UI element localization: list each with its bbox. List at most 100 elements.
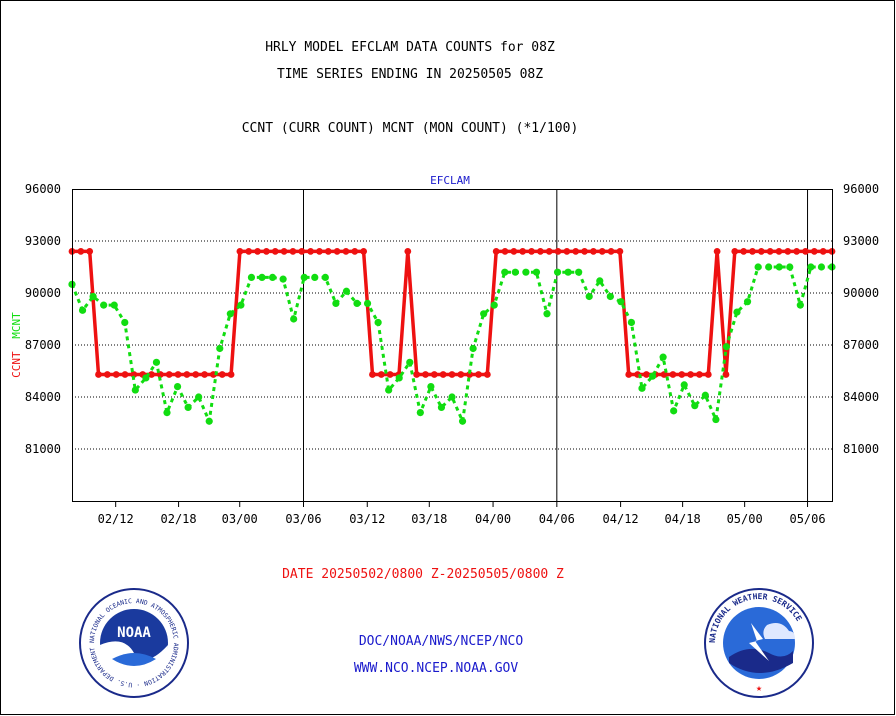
y-tick-label-right: 87000 bbox=[843, 338, 879, 352]
data-point-ccnt bbox=[360, 248, 368, 255]
data-point-mcnt bbox=[480, 310, 488, 318]
data-point-mcnt bbox=[216, 344, 224, 353]
data-point-ccnt bbox=[793, 248, 801, 255]
chart-subtitle: CCNT (CURR COUNT) MCNT (MON COUNT) (*1/1… bbox=[242, 121, 579, 136]
data-point-mcnt bbox=[469, 344, 477, 353]
data-point-mcnt bbox=[152, 358, 161, 366]
data-point-ccnt bbox=[280, 248, 288, 255]
data-point-ccnt bbox=[192, 371, 200, 378]
data-point-ccnt bbox=[501, 248, 509, 255]
x-tick-label: 03/06 bbox=[285, 512, 321, 526]
data-point-ccnt bbox=[183, 371, 191, 378]
y-tick-label-left: 90000 bbox=[25, 286, 61, 300]
data-point-mcnt bbox=[743, 298, 752, 306]
data-point-ccnt bbox=[369, 371, 376, 378]
data-point-ccnt bbox=[86, 248, 94, 255]
y-tick-label-left: 96000 bbox=[25, 182, 61, 196]
data-point-ccnt bbox=[475, 371, 482, 378]
data-point-mcnt bbox=[775, 263, 783, 271]
data-point-mcnt bbox=[279, 275, 287, 283]
data-point-mcnt bbox=[427, 383, 435, 391]
data-point-ccnt bbox=[227, 371, 235, 378]
data-point-ccnt bbox=[422, 371, 429, 378]
data-point-ccnt bbox=[740, 248, 748, 255]
y-tick-label-right: 93000 bbox=[843, 234, 879, 248]
data-point-ccnt bbox=[174, 371, 182, 378]
data-point-mcnt bbox=[691, 402, 699, 410]
data-point-ccnt bbox=[731, 248, 739, 255]
data-point-mcnt bbox=[342, 287, 351, 295]
data-point-ccnt bbox=[333, 248, 341, 255]
x-ticks: 02/12 02/18 03/00 03/06 03/12 03/18 04/00 04/06… bbox=[98, 501, 826, 526]
x-tick-label: 02/18 bbox=[161, 512, 197, 526]
data-point-mcnt bbox=[585, 292, 593, 301]
y-axis-label-ccnt: CCNT bbox=[10, 351, 23, 378]
data-point-ccnt bbox=[386, 371, 394, 378]
data-point-ccnt bbox=[572, 248, 580, 255]
x-tick-label: 04/18 bbox=[665, 512, 701, 526]
data-point-mcnt bbox=[290, 315, 298, 323]
x-axis-label: DATE 20250502/0800 Z-20250505/0800 Z bbox=[282, 567, 564, 582]
data-point-mcnt bbox=[374, 318, 382, 327]
data-point-mcnt bbox=[173, 383, 182, 391]
data-point-mcnt bbox=[522, 268, 530, 276]
data-point-ccnt bbox=[448, 371, 456, 378]
data-point-ccnt bbox=[519, 248, 527, 255]
data-point-ccnt bbox=[687, 371, 695, 378]
data-point-mcnt bbox=[606, 292, 614, 301]
data-point-ccnt bbox=[466, 371, 474, 378]
data-point-ccnt bbox=[510, 248, 518, 255]
data-point-ccnt bbox=[492, 248, 500, 255]
data-point-ccnt bbox=[757, 248, 765, 255]
nws-logo: NATIONAL WEATHER SERVICE ★ bbox=[704, 588, 814, 698]
data-point-ccnt bbox=[324, 248, 332, 255]
data-point-mcnt bbox=[184, 403, 192, 411]
data-point-mcnt bbox=[490, 301, 498, 309]
data-point-ccnt bbox=[148, 371, 155, 378]
data-point-ccnt bbox=[802, 248, 809, 255]
star-icon: ★ bbox=[756, 683, 762, 694]
data-point-mcnt bbox=[511, 268, 519, 276]
data-point-mcnt bbox=[205, 417, 213, 425]
y-tick-label-left: 84000 bbox=[25, 390, 61, 404]
day-boundary-lines bbox=[302, 189, 809, 501]
data-point-mcnt bbox=[395, 374, 403, 382]
data-point-ccnt bbox=[165, 371, 173, 378]
y-axis-label: CCNT MCNT bbox=[10, 312, 23, 378]
data-point-mcnt bbox=[754, 263, 762, 271]
data-point-mcnt bbox=[543, 310, 551, 318]
noaa-logo-wordmark: NOAA bbox=[117, 625, 151, 641]
data-point-mcnt bbox=[332, 299, 340, 307]
data-point-ccnt bbox=[810, 248, 818, 255]
data-point-mcnt bbox=[733, 308, 741, 316]
data-point-mcnt bbox=[765, 263, 773, 271]
data-point-mcnt bbox=[353, 299, 361, 307]
data-point-mcnt bbox=[100, 301, 108, 309]
x-tick-label: 04/12 bbox=[603, 512, 639, 526]
data-point-mcnt bbox=[121, 318, 129, 327]
x-tick-label: 04/00 bbox=[475, 512, 511, 526]
data-point-ccnt bbox=[103, 371, 111, 378]
series-layer bbox=[68, 248, 836, 425]
y-ticks: 81000 81000 84000 84000 87000 87000 90000 90000… bbox=[25, 182, 879, 456]
data-point-mcnt bbox=[321, 273, 329, 281]
data-point-mcnt bbox=[437, 403, 446, 411]
x-tick-label: 03/12 bbox=[349, 512, 385, 526]
data-point-mcnt bbox=[701, 391, 709, 399]
data-point-ccnt bbox=[545, 248, 553, 255]
y-tick-label-left: 81000 bbox=[25, 442, 61, 456]
data-point-mcnt bbox=[807, 263, 815, 271]
y-axis-label-mcnt: MCNT bbox=[10, 312, 23, 339]
data-point-ccnt bbox=[554, 248, 562, 255]
data-point-ccnt bbox=[819, 248, 827, 255]
y-tick-label-right: 84000 bbox=[843, 390, 879, 404]
y-tick-label-left: 87000 bbox=[25, 338, 61, 352]
data-point-ccnt bbox=[307, 248, 315, 255]
data-point-mcnt bbox=[142, 374, 150, 382]
data-point-ccnt bbox=[616, 248, 624, 255]
x-tick-label: 02/12 bbox=[98, 512, 134, 526]
data-point-mcnt bbox=[300, 273, 308, 281]
data-point-mcnt bbox=[385, 386, 393, 394]
data-point-mcnt bbox=[416, 409, 424, 417]
